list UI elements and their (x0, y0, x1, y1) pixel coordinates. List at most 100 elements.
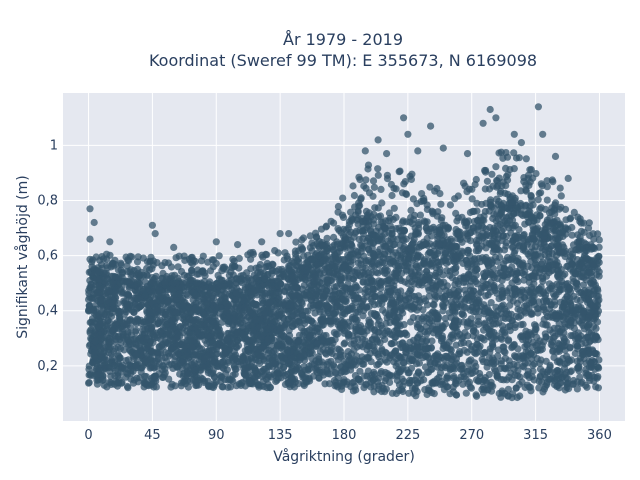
data-point (97, 301, 105, 309)
data-point (541, 267, 549, 275)
data-point (514, 367, 522, 375)
data-point (167, 326, 175, 334)
data-point (583, 383, 591, 391)
data-point (281, 341, 289, 349)
data-point (304, 316, 313, 324)
data-point (444, 383, 452, 391)
data-point (266, 299, 274, 307)
data-point (169, 344, 177, 352)
data-point (90, 294, 98, 302)
data-point (284, 316, 292, 324)
data-point (452, 355, 460, 363)
data-point (448, 274, 456, 282)
data-point (467, 384, 475, 392)
data-point (359, 312, 367, 320)
data-point (374, 223, 383, 232)
data-point (285, 292, 293, 300)
data-point (159, 361, 167, 370)
data-point (539, 277, 547, 285)
data-point (529, 361, 537, 369)
data-point (485, 354, 493, 362)
data-point (509, 222, 517, 230)
data-point (469, 224, 477, 232)
data-point (497, 305, 505, 313)
data-point (517, 296, 525, 304)
data-point (291, 291, 299, 299)
data-point (85, 371, 93, 379)
data-point (427, 344, 435, 352)
data-point (334, 345, 342, 353)
data-point (482, 244, 490, 252)
data-point (451, 379, 460, 387)
data-point (186, 377, 194, 385)
data-point (406, 376, 414, 384)
data-point (165, 375, 173, 383)
data-point (474, 313, 482, 321)
data-point (189, 330, 197, 338)
data-point (264, 338, 272, 346)
data-point (497, 360, 505, 368)
data-point (582, 339, 590, 347)
data-point (393, 235, 401, 243)
data-point (150, 363, 158, 371)
data-point (536, 337, 544, 345)
data-point (85, 379, 93, 387)
data-point (275, 293, 283, 301)
data-point (574, 363, 583, 371)
data-point (359, 343, 367, 351)
data-point (330, 329, 338, 337)
data-point (354, 259, 362, 267)
data-point (126, 347, 134, 355)
data-point (555, 262, 563, 270)
data-point (568, 231, 576, 239)
data-point (282, 283, 290, 291)
data-point (100, 347, 108, 355)
data-point (106, 318, 114, 326)
data-point (362, 285, 370, 294)
data-point (447, 351, 455, 359)
data-point (476, 369, 484, 378)
data-point (390, 339, 398, 347)
data-point (286, 331, 294, 340)
data-point (168, 317, 177, 325)
data-point (567, 317, 575, 325)
data-point (473, 265, 481, 274)
data-point (222, 299, 231, 307)
data-point (244, 322, 253, 330)
data-point (518, 332, 526, 340)
data-point (565, 357, 574, 365)
data-point (480, 301, 488, 309)
data-point (526, 383, 535, 391)
data-point (478, 378, 486, 386)
data-point (504, 392, 512, 400)
data-point (364, 342, 372, 350)
data-point (428, 337, 436, 345)
data-point (396, 241, 404, 249)
data-point (152, 357, 161, 365)
data-point (497, 375, 505, 384)
data-point (577, 379, 585, 387)
data-point (222, 349, 230, 357)
data-point (441, 295, 449, 304)
data-point (312, 291, 320, 299)
data-point (581, 287, 589, 295)
data-point (433, 282, 441, 290)
data-point (233, 328, 241, 336)
data-point (91, 354, 99, 362)
data-point (510, 285, 518, 293)
data-point (413, 378, 421, 387)
data-point (388, 229, 396, 237)
data-point (498, 322, 507, 330)
data-point (482, 292, 490, 300)
data-point (380, 223, 388, 231)
data-point (141, 379, 149, 388)
data-point (356, 367, 364, 375)
data-point (473, 392, 481, 400)
data-point (565, 285, 574, 293)
data-point (505, 373, 513, 381)
data-point (452, 341, 460, 349)
data-point (318, 300, 326, 308)
data-point (573, 385, 582, 393)
data-point (168, 360, 176, 368)
data-point (536, 359, 544, 367)
